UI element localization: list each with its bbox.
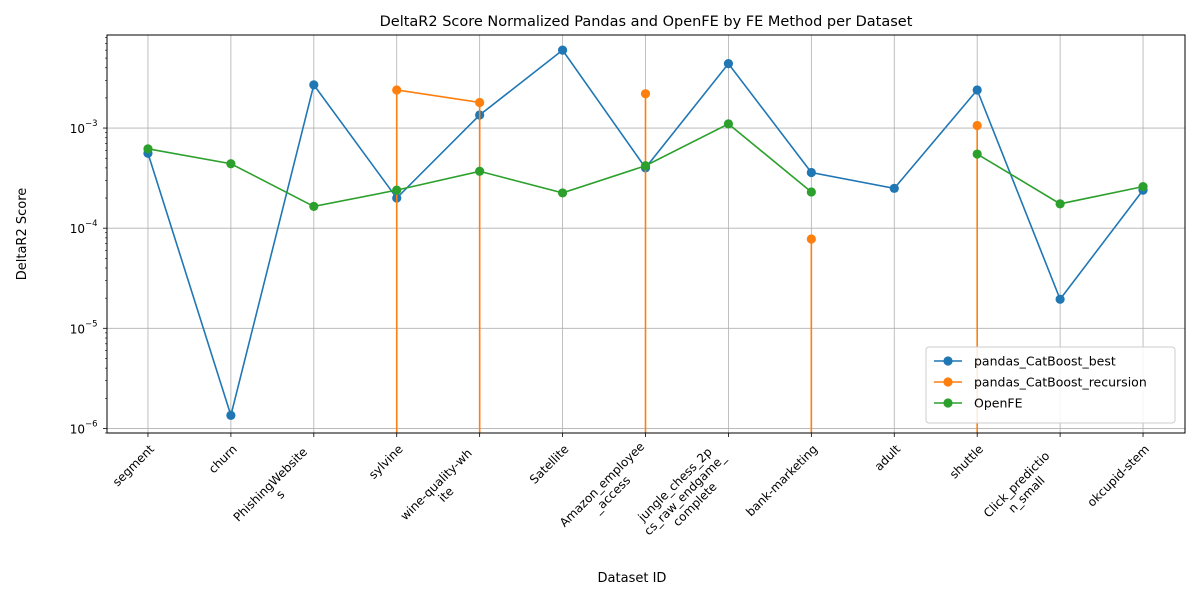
series-layer xyxy=(143,45,1148,433)
legend-entry: pandas_CatBoost_recursion xyxy=(974,375,1147,390)
plot-frame xyxy=(106,34,1186,434)
x-tick-label-line: Satellite xyxy=(527,442,572,487)
data-point xyxy=(392,185,402,195)
x-tick-label-line: s xyxy=(273,487,287,501)
data-point xyxy=(723,59,734,69)
data-point xyxy=(1055,199,1065,209)
legend-swatch-marker xyxy=(943,377,953,387)
x-tick-label-line: segment xyxy=(110,442,157,489)
x-tick-label-line: churn xyxy=(206,442,240,476)
data-point xyxy=(309,201,319,212)
data-point xyxy=(1055,294,1065,304)
data-point xyxy=(557,45,568,55)
x-tick-label-line: bank-marketing xyxy=(743,442,820,519)
legend-entry: OpenFE xyxy=(974,396,1023,411)
series-OpenFE xyxy=(143,119,1148,212)
data-point xyxy=(557,188,568,198)
y-tick-exponent: −3 xyxy=(85,119,98,129)
data-point xyxy=(806,234,816,244)
x-tick-label: Amazon_employee_access xyxy=(557,439,647,529)
y-axis-label: DeltaR2 Score xyxy=(15,188,30,281)
data-point xyxy=(475,166,485,176)
data-point xyxy=(1138,182,1148,192)
data-point xyxy=(475,97,485,108)
data-point xyxy=(143,144,153,154)
data-point xyxy=(392,85,402,95)
series-line xyxy=(395,89,481,433)
y-axis: 10−610−510−410−3 xyxy=(70,37,107,436)
x-tick-label: okcupid-stem xyxy=(1085,442,1152,509)
x-tick-label: Satellite xyxy=(527,442,572,487)
y-tick-exponent: −5 xyxy=(85,319,98,329)
data-point xyxy=(226,159,236,169)
x-tick-label: shuttle xyxy=(947,442,986,481)
y-tick-label: 10 xyxy=(70,122,85,136)
x-tick-label-line: shuttle xyxy=(947,442,986,481)
x-axis-label: Dataset ID xyxy=(598,571,667,586)
legend: pandas_CatBoost_best pandas_CatBoost_recu… xyxy=(925,346,1176,424)
x-tick-label: churn xyxy=(206,442,240,476)
data-point xyxy=(640,89,651,99)
data-point xyxy=(723,119,734,129)
x-tick-label: segment xyxy=(110,442,157,489)
data-point xyxy=(309,80,319,90)
x-tick-label: bank-marketing xyxy=(743,442,820,519)
data-point xyxy=(806,167,816,178)
chart-title: DeltaR2 Score Normalized Pandas and Open… xyxy=(380,14,913,30)
legend-swatch-marker xyxy=(943,356,953,366)
data-point xyxy=(972,120,982,131)
data-point xyxy=(889,183,899,193)
data-point xyxy=(806,187,816,197)
y-tick-label: 10 xyxy=(70,422,85,436)
y-tick-exponent: −6 xyxy=(85,419,98,429)
data-point xyxy=(972,149,982,159)
series-pandas_CatBoost_recursion xyxy=(392,85,982,433)
y-tick-label: 10 xyxy=(70,222,85,236)
data-point xyxy=(640,161,651,171)
x-tick-label-line: PhishingWebsite xyxy=(231,445,311,525)
data-point xyxy=(226,410,236,420)
legend-box xyxy=(925,346,1176,424)
x-tick-label-line: okcupid-stem xyxy=(1085,442,1152,509)
data-point xyxy=(972,85,982,95)
x-tick-label-line: wine-quality-wh xyxy=(398,446,475,523)
x-tick-label: sylvine xyxy=(366,442,406,482)
legend-entry: pandas_CatBoost_best xyxy=(974,354,1116,369)
y-tick-label: 10 xyxy=(70,322,85,336)
x-tick-label-line: sylvine xyxy=(366,442,406,482)
x-tick-label-line: adult xyxy=(872,442,904,474)
y-tick-exponent: −4 xyxy=(85,219,98,229)
legend-swatch-marker xyxy=(943,398,953,408)
x-tick-label: adult xyxy=(872,442,904,474)
